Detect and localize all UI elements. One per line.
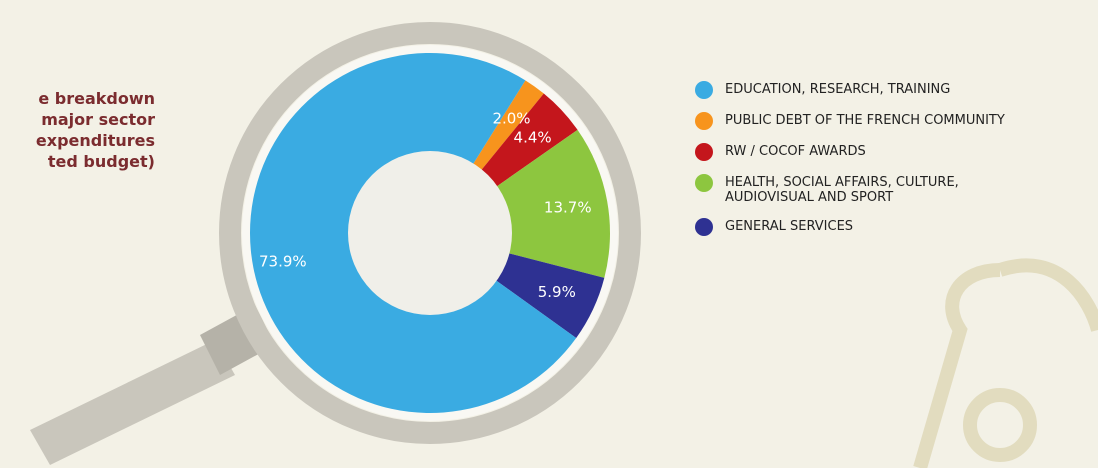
legend-item: HEALTH, SOCIAL AFFAIRS, CULTURE, AUDIOVI… [695, 174, 1055, 205]
legend-swatch [695, 174, 713, 192]
legend-label: GENERAL SERVICES [725, 219, 854, 234]
legend-swatch [695, 218, 713, 236]
title-line: expenditures [35, 131, 155, 150]
data-label: 13.7% [544, 199, 592, 217]
title-line: e breakdown [38, 89, 155, 108]
data-label: 2.0% [492, 110, 530, 128]
magnifier-ring [219, 22, 641, 444]
magnifier-handle [30, 340, 235, 465]
legend-label: EDUCATION, RESEARCH, TRAINING [725, 82, 951, 97]
legend-item: EDUCATION, RESEARCH, TRAINING [695, 81, 1055, 99]
legend-label: PUBLIC DEBT OF THE FRENCH COMMUNITY [725, 113, 1005, 128]
donut-hole [348, 151, 512, 315]
title-line: major sector [41, 110, 155, 129]
chart-title: e breakdown major sector expenditures ted b… [36, 88, 155, 172]
data-label: 4.4% [514, 128, 552, 146]
legend-item: PUBLIC DEBT OF THE FRENCH COMMUNITY [695, 112, 1055, 130]
legend-swatch [695, 112, 713, 130]
legend: EDUCATION, RESEARCH, TRAINING PUBLIC DEBT… [695, 81, 1055, 250]
legend-label: HEALTH, SOCIAL AFFAIRS, CULTURE, AUDIOVI… [725, 175, 959, 205]
title-line: ted budget) [47, 152, 155, 171]
money-bag-decoration [913, 258, 1098, 468]
legend-swatch [695, 143, 713, 161]
legend-label: RW / COCOF AWARDS [725, 144, 866, 159]
legend-item: RW / COCOF AWARDS [695, 143, 1055, 161]
legend-swatch [695, 81, 713, 99]
legend-item: GENERAL SERVICES [695, 218, 1055, 236]
data-label: 73.9% [259, 253, 307, 271]
data-label: 5.9% [538, 283, 576, 301]
